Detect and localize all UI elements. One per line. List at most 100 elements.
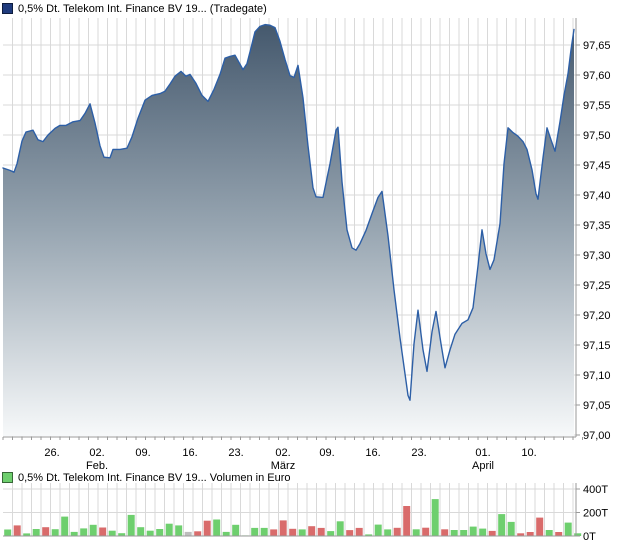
price-y-tick-label: 97,65 <box>583 40 611 52</box>
price-y-tick-label: 97,15 <box>583 340 611 352</box>
price-chart-title: 0,5% Dt. Telekom Int. Finance BV 19... (… <box>18 2 267 15</box>
volume-bar <box>184 531 192 536</box>
volume-bar <box>308 526 316 536</box>
volume-bar <box>127 514 135 536</box>
volume-bar <box>213 519 221 536</box>
volume-chart-header: 0,5% Dt. Telekom Int. Finance BV 19... V… <box>2 471 291 484</box>
price-y-tick-label: 97,25 <box>583 280 611 292</box>
volume-bar <box>298 529 306 536</box>
volume-bar <box>545 530 553 536</box>
volume-bar <box>222 531 230 536</box>
volume-bar <box>80 528 88 536</box>
volume-bar <box>137 527 145 536</box>
date-label: 16. <box>182 447 197 459</box>
volume-bar <box>270 529 278 536</box>
price-area-fill <box>3 24 574 436</box>
volume-bar <box>99 527 107 536</box>
volume-bar <box>156 529 164 536</box>
volume-bar <box>441 529 449 536</box>
date-label: 10. <box>521 447 536 459</box>
date-label: 09. <box>319 447 334 459</box>
volume-bar <box>393 527 401 536</box>
volume-bar <box>403 506 411 536</box>
volume-bar <box>203 520 211 536</box>
volume-bar <box>260 527 268 536</box>
price-y-tick-label: 97,35 <box>583 220 611 232</box>
volume-bar <box>526 532 534 536</box>
volume-bar <box>251 527 259 536</box>
volume-bar <box>374 524 382 536</box>
volume-bar <box>517 533 525 536</box>
date-label: 02. <box>89 447 104 459</box>
volume-y-tick-label: 0T <box>583 531 596 543</box>
volume-bar <box>89 524 97 536</box>
date-label: 23. <box>411 447 426 459</box>
price-series-swatch-icon <box>2 3 13 14</box>
price-line <box>2 23 575 401</box>
price-y-tick-label: 97,05 <box>583 400 611 412</box>
volume-bar <box>355 527 363 536</box>
month-label: Feb. <box>86 460 108 472</box>
month-label: April <box>472 460 494 472</box>
volume-bar <box>146 530 154 536</box>
price-y-tick-label: 97,00 <box>583 430 611 442</box>
volume-y-tick-label: 200T <box>583 508 608 520</box>
volume-series-swatch-icon <box>2 472 13 483</box>
volume-bar <box>175 525 183 536</box>
month-label: März <box>271 460 295 472</box>
volume-bar <box>289 528 297 536</box>
volume-bar <box>564 522 572 536</box>
volume-bar <box>450 530 458 536</box>
volume-bar <box>498 514 506 536</box>
volume-bar <box>346 530 354 536</box>
price-y-tick-label: 97,50 <box>583 130 611 142</box>
volume-bar <box>479 528 487 536</box>
volume-bar <box>469 526 477 536</box>
volume-bar <box>42 527 50 536</box>
price-y-tick-label: 97,45 <box>583 160 611 172</box>
volume-bar <box>336 521 344 536</box>
date-label: 23. <box>228 447 243 459</box>
volume-bar <box>108 530 116 536</box>
date-label: 16. <box>365 447 380 459</box>
volume-bar <box>365 534 373 536</box>
volume-bar <box>118 533 126 536</box>
volume-bar <box>23 533 31 536</box>
date-label: 01. <box>475 447 490 459</box>
date-label: 02. <box>275 447 290 459</box>
volume-bar <box>431 499 439 536</box>
volume-chart-title: 0,5% Dt. Telekom Int. Finance BV 19... V… <box>18 471 291 484</box>
volume-bar <box>4 529 12 536</box>
price-y-tick-label: 97,20 <box>583 310 611 322</box>
volume-bar <box>555 532 563 536</box>
volume-bar <box>422 527 430 536</box>
volume-bar <box>165 523 173 536</box>
price-y-tick-label: 97,10 <box>583 370 611 382</box>
price-chart-header: 0,5% Dt. Telekom Int. Finance BV 19... (… <box>2 2 267 15</box>
volume-bar <box>460 530 468 536</box>
volume-bar <box>317 527 325 536</box>
volume-bar <box>412 529 420 536</box>
volume-bar <box>232 524 240 536</box>
volume-bar <box>574 533 582 536</box>
volume-bar <box>51 529 59 536</box>
price-y-tick-label: 97,60 <box>583 70 611 82</box>
volume-bar <box>279 520 287 536</box>
date-label: 09. <box>135 447 150 459</box>
volume-bar <box>61 516 69 536</box>
price-y-tick-label: 97,40 <box>583 190 611 202</box>
price-y-tick-label: 97,30 <box>583 250 611 262</box>
volume-bar <box>327 531 335 536</box>
volume-bar <box>13 525 21 536</box>
volume-bar <box>32 529 40 536</box>
volume-bar <box>70 531 78 536</box>
date-label: 26. <box>44 447 59 459</box>
volume-bar <box>194 531 202 536</box>
volume-bar <box>507 521 515 536</box>
volume-bar <box>488 530 496 536</box>
volume-y-tick-label: 400T <box>583 484 608 496</box>
volume-bar <box>384 529 392 536</box>
price-y-tick-label: 97,55 <box>583 100 611 112</box>
